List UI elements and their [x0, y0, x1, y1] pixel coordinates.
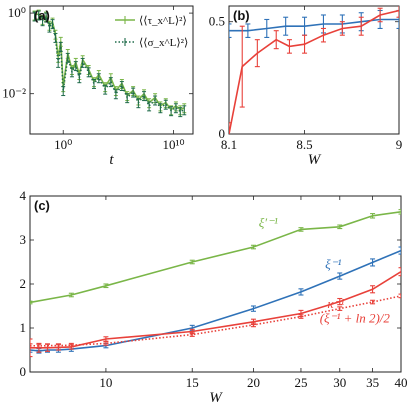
series-line [30, 295, 401, 347]
series-label: κ⁻¹ [327, 296, 344, 311]
plot-frame [29, 5, 194, 135]
y-tick-label: 4 [20, 188, 27, 203]
series-label: ξ′⁻¹ [259, 215, 278, 230]
legend-entry: ⟨⟨σ_x^L⟩²⟩ [139, 37, 188, 49]
panel-a: 10⁰ 10¹⁰ 10⁰ 10⁻² t (a) ⟨⟨τ_x^L⟩²⟩ ⟨⟨σ_x^L⟩²⟩ [2, 5, 194, 168]
panel-b: 8.1 8.5 9 0 0.5 W (b) [209, 5, 403, 168]
x-tick-label: 25 [294, 375, 307, 390]
x-tick-label: 35 [366, 375, 379, 390]
series-group [30, 209, 401, 358]
x-tick-label: 40 [395, 375, 407, 390]
x-tick-label: 10¹⁰ [163, 137, 185, 152]
series-label: (ξ⁻¹ + ln 2)/2 [320, 311, 391, 326]
series-line [30, 249, 401, 352]
plot-frame [228, 5, 400, 135]
x-axis-label: t [109, 152, 114, 168]
y-tick-label: 1 [20, 320, 27, 335]
y-tick-label: 3 [20, 232, 27, 247]
panel-label: (a) [34, 8, 50, 23]
panel-c: 10 15 20 25 30 35 40 0 1 2 3 4 Wξ′⁻¹ ξ⁻¹ κ⁻¹(ξ⁻¹ + ln … [20, 188, 407, 405]
y-tick-label: 2 [20, 276, 27, 291]
legend-entry: ⟨⟨τ_x^L⟩²⟩ [139, 15, 187, 27]
x-tick-label: 15 [186, 375, 199, 390]
panel-label: (b) [233, 8, 250, 23]
x-tick-label: 9 [396, 137, 403, 152]
y-tick-label: 0.5 [209, 14, 225, 29]
x-tick-label: 20 [247, 375, 260, 390]
x-axis-label: W [209, 390, 223, 405]
y-tick-label: 10⁰ [8, 5, 26, 20]
x-tick-label: 10⁰ [54, 137, 72, 152]
series-group [32, 9, 187, 118]
x-tick-label: 10 [99, 375, 112, 390]
x-tick-label: 8.1 [221, 137, 237, 152]
y-tick-label: 10⁻² [2, 86, 26, 101]
y-tick-label: 0 [219, 126, 226, 141]
x-tick-label: 8.5 [296, 137, 312, 152]
series-label: ξ⁻¹ [325, 257, 341, 272]
x-tick-label: 30 [333, 375, 346, 390]
x-axis-label: W [308, 152, 322, 168]
series-group [229, 6, 399, 134]
panel-label: (c) [34, 198, 50, 213]
y-tick-label: 0 [20, 364, 27, 379]
